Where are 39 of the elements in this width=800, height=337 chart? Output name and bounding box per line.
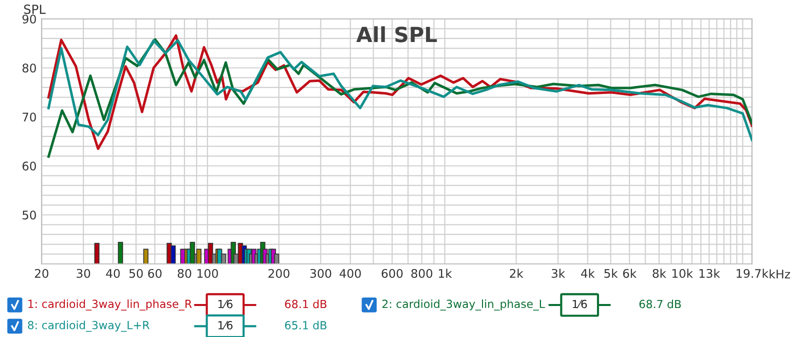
y-tick-label: 70 [22, 112, 36, 122]
y-tick-label: 80 [22, 64, 36, 73]
x-tick-label: 300 [310, 268, 332, 278]
text: 8: cardioid_3way_L+R [28, 320, 150, 332]
text: 65.1 dB [285, 320, 326, 330]
x-tick-label: 2k [510, 268, 524, 278]
x-tick-label: 30 [76, 268, 90, 278]
x-axis-title: kHz [770, 269, 790, 278]
x-tick-label: 3k [552, 268, 566, 278]
y-tick-label: 60 [22, 162, 36, 171]
x-tick-label: 1k [438, 268, 452, 278]
x-tick-label: 5k [604, 268, 618, 278]
x-tick-label: 800 [411, 268, 432, 278]
text: 1⁄6 [218, 321, 232, 330]
x-tick-label: 50 [129, 268, 143, 278]
y-tick-label: 90 [22, 14, 36, 24]
y-tick-label: 50 [22, 210, 36, 220]
x-tick-label: 19.7k [736, 268, 769, 278]
text: 68.1 dB [285, 300, 326, 308]
x-tick-label: 10k [672, 268, 694, 278]
x-tick-label: 8k [652, 268, 666, 278]
x-tick-label: 6k [623, 268, 637, 278]
x-tick-label: 400 [340, 268, 361, 278]
x-tick-label: 200 [268, 268, 290, 278]
text: 2: cardioid_3way_lin_phase_L [382, 299, 545, 311]
x-tick-label: 13k [700, 268, 720, 278]
text: 68.7 dB [639, 300, 681, 308]
x-tick-label: 60 [148, 268, 162, 278]
y-axis-title: SPL [24, 4, 46, 14]
x-tick-label: 600 [382, 268, 403, 278]
text: 1⁄6 [218, 300, 232, 308]
x-tick-label: 20 [34, 268, 48, 278]
x-tick-label: 40 [106, 268, 120, 278]
x-tick-label: 4k [581, 268, 595, 278]
chart-title: All SPL [356, 26, 437, 42]
x-tick-label: 80 [178, 268, 192, 278]
text: 1⁄6 [572, 300, 587, 308]
x-tick-label: 100 [198, 268, 218, 278]
text: 1: cardioid_3way_lin_phase_R [28, 299, 192, 311]
